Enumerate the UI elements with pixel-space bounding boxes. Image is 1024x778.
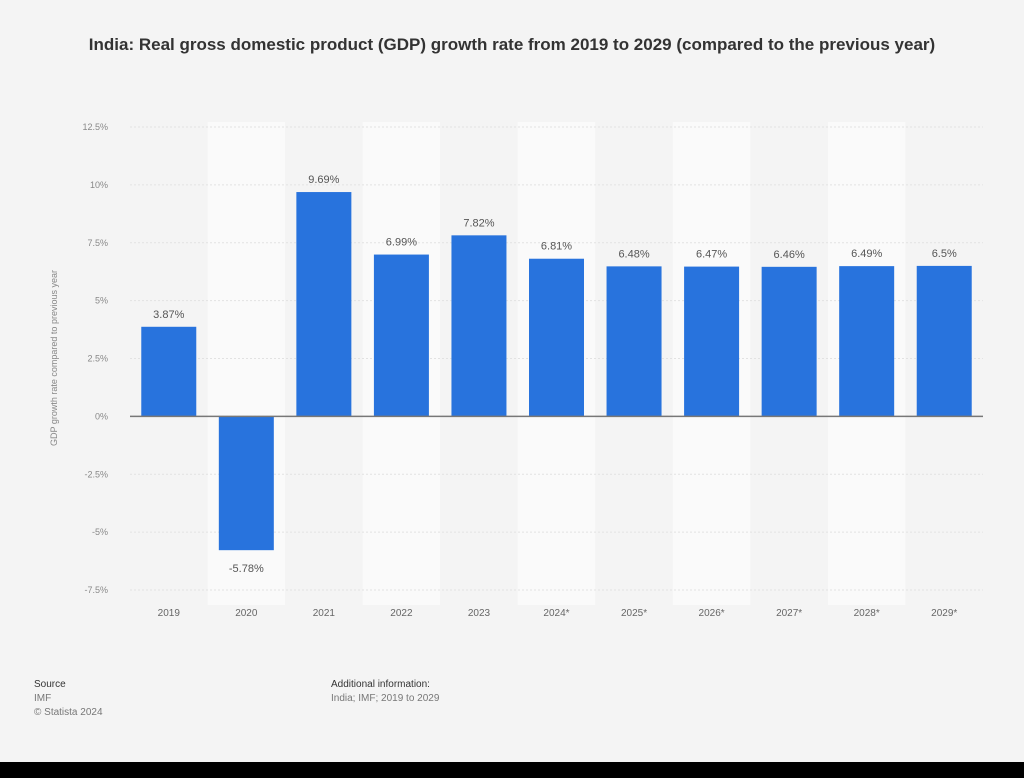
x-tick-label: 2023 [468,608,491,619]
data-label: 7.82% [463,217,494,229]
bar-2028* [839,266,895,417]
bar-2027* [761,266,817,417]
x-tick-label: 2019 [158,608,181,619]
copyright: © Statista 2024 [34,707,103,718]
bar-chart: 12.5% 10% 7.5% 5% 2.5% 0% -2.5% -5% -7.5% GDP gro… [49,122,983,619]
data-label: 6.5% [932,248,957,260]
chart-page: India: Real gross domestic product (GDP)… [0,0,1024,762]
data-label: 9.69% [308,174,339,186]
additional-info-block: Additional information: India; IMF; 2019… [331,678,439,706]
data-label: 6.46% [774,249,805,261]
additional-info-label[interactable]: Additional information: [331,679,430,690]
data-label: 6.49% [851,248,882,260]
bar-2022 [373,254,429,417]
data-label: 6.99% [386,237,417,249]
bar-2020 [218,416,274,551]
source-block: Source IMF © Statista 2024 [34,678,103,720]
y-tick-label: 7.5% [87,238,108,248]
bar-2026* [684,266,740,417]
bar-2023 [451,235,507,417]
chart-title: India: Real gross domestic product (GDP)… [88,35,936,54]
x-tick-label: 2021 [313,608,336,619]
bar-2029* [916,265,972,417]
y-tick-label: 5% [95,296,108,306]
x-tick-label: 2022 [390,608,413,619]
x-tick-label: 2024* [543,608,569,619]
x-tick-label: 2028* [854,608,880,619]
data-label: 6.48% [618,248,649,260]
x-tick-label: 2025* [621,608,647,619]
x-tick-label: 2026* [699,608,725,619]
bar-2024* [529,258,584,417]
data-label: 6.47% [696,249,727,261]
y-tick-label: -7.5% [84,585,108,595]
data-label: 3.87% [153,309,184,321]
source-label: Source [34,679,66,690]
y-tick-label: 12.5% [82,122,108,132]
y-tick-label: 10% [90,180,108,190]
y-tick-label: -2.5% [84,469,108,479]
data-label: 6.81% [541,241,572,253]
data-label: -5.78% [229,563,264,575]
additional-info-value: India; IMF; 2019 to 2029 [331,693,440,704]
source-value: IMF [34,693,52,704]
x-tick-label: 2027* [776,608,802,619]
x-tick-label: 2020 [235,608,258,619]
y-tick-label: -5% [92,527,108,537]
bar-2019 [141,326,197,417]
x-tick-label: 2029* [931,608,957,619]
y-tick-label: 0% [95,411,108,421]
y-axis-label: GDP growth rate compared to previous yea… [49,270,59,446]
y-tick-label: 2.5% [87,354,108,364]
bar-2025* [606,266,662,417]
bar-2021 [296,192,352,417]
